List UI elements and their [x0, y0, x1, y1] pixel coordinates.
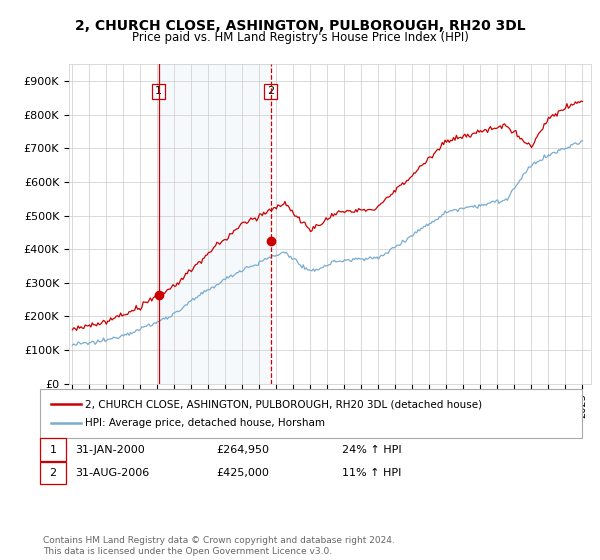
- Text: £425,000: £425,000: [216, 468, 269, 478]
- Bar: [159, 64, 271, 384]
- Text: 2: 2: [267, 86, 274, 96]
- Text: 31-AUG-2006: 31-AUG-2006: [75, 468, 149, 478]
- Text: 1: 1: [50, 445, 56, 455]
- Text: 2, CHURCH CLOSE, ASHINGTON, PULBOROUGH, RH20 3DL (detached house): 2, CHURCH CLOSE, ASHINGTON, PULBOROUGH, …: [85, 399, 482, 409]
- Text: £264,950: £264,950: [216, 445, 269, 455]
- Text: 11% ↑ HPI: 11% ↑ HPI: [342, 468, 401, 478]
- Text: 31-JAN-2000: 31-JAN-2000: [75, 445, 145, 455]
- Text: Price paid vs. HM Land Registry's House Price Index (HPI): Price paid vs. HM Land Registry's House …: [131, 31, 469, 44]
- Text: 24% ↑ HPI: 24% ↑ HPI: [342, 445, 401, 455]
- Text: 2: 2: [50, 468, 56, 478]
- Text: 2, CHURCH CLOSE, ASHINGTON, PULBOROUGH, RH20 3DL: 2, CHURCH CLOSE, ASHINGTON, PULBOROUGH, …: [74, 19, 526, 33]
- Text: Contains HM Land Registry data © Crown copyright and database right 2024.
This d: Contains HM Land Registry data © Crown c…: [43, 536, 395, 556]
- Text: HPI: Average price, detached house, Horsham: HPI: Average price, detached house, Hors…: [85, 418, 325, 428]
- Text: 1: 1: [155, 86, 162, 96]
